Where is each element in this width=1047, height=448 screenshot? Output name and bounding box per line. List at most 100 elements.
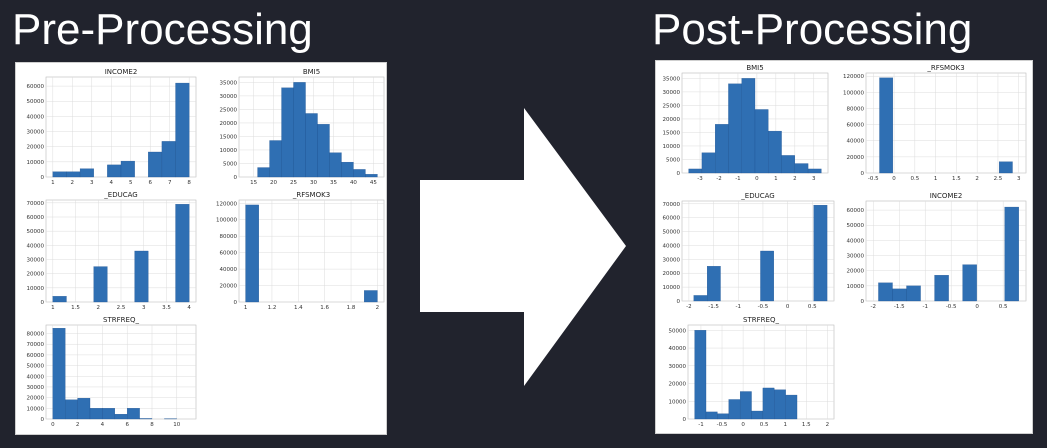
pre-bmi5-x-tick-label: 40 bbox=[350, 180, 357, 186]
post-bmi5-y-tick-label: 30000 bbox=[663, 90, 681, 96]
pre-income2-bar bbox=[120, 160, 135, 178]
pre-rfsmok3-y-tick-label: 20000 bbox=[220, 284, 238, 290]
pre-educag-x-tick-label: 3 bbox=[142, 305, 146, 311]
pre-rfsmok3-y-tick-label: 120000 bbox=[216, 201, 237, 207]
pre-educag-bar bbox=[175, 204, 190, 303]
post-bmi5-y-tick-label: 25000 bbox=[663, 103, 681, 109]
pre-bmi5-bar bbox=[365, 174, 378, 178]
pre-strfreq-x-tick-label: 4 bbox=[101, 422, 105, 428]
pre-strfreq-title: STRFREQ_ bbox=[103, 316, 139, 324]
post-educag-x-tick-label: -1.5 bbox=[708, 304, 719, 310]
post-bmi5-x-tick-label: 1 bbox=[774, 176, 778, 182]
post-bmi5-bar bbox=[781, 155, 795, 174]
post-bmi5-bar bbox=[754, 109, 769, 174]
pre-income2-x-tick-label: 6 bbox=[148, 180, 152, 186]
pre-educag-bar bbox=[52, 296, 67, 303]
pre-rfsmok3-bar bbox=[364, 290, 378, 303]
pre-educag-x-tick-label: 2 bbox=[97, 305, 101, 311]
pre-strfreq-y-tick-label: 10000 bbox=[27, 406, 45, 412]
post-bmi5-x-tick-label: -1 bbox=[735, 176, 740, 182]
pre-bmi5-y-tick-label: 30000 bbox=[220, 94, 238, 100]
pre-strfreq-y-tick-label: 40000 bbox=[27, 374, 45, 380]
pre-educag-y-tick-label: 0 bbox=[41, 300, 45, 306]
pre-rfsmok3-x-tick-label: 1 bbox=[244, 305, 248, 311]
pre-educag-title: _EDUCAG bbox=[103, 191, 137, 199]
pre-income2-y-tick-label: 10000 bbox=[27, 160, 45, 166]
pre-educag-y-tick-label: 10000 bbox=[27, 286, 45, 292]
post-educag-x-tick-label: -1 bbox=[736, 304, 741, 310]
pre-strfreq-y-tick-label: 70000 bbox=[27, 342, 45, 348]
pre-processing-heading: Pre-Processing bbox=[12, 5, 313, 54]
post-educag-bar bbox=[707, 266, 721, 302]
post-income2-y-tick-label: 30000 bbox=[847, 254, 865, 260]
pre-income2-title: INCOME2 bbox=[105, 68, 138, 76]
pre-rfsmok3-y-tick-label: 100000 bbox=[216, 218, 237, 224]
pre-income2-x-tick-label: 7 bbox=[168, 180, 172, 186]
pre-bmi5-bar bbox=[317, 124, 330, 178]
pre-strfreq-y-tick-label: 60000 bbox=[27, 353, 45, 359]
pre-strfreq-y-tick-label: 0 bbox=[41, 417, 45, 423]
post-income2-bar bbox=[906, 285, 921, 302]
post-bmi5-y-tick-label: 0 bbox=[677, 171, 681, 177]
post-income2-x-tick-label: 0 bbox=[975, 304, 979, 310]
pre-income2-y-tick-label: 40000 bbox=[27, 114, 45, 120]
post-bmi5-x-tick-label: -3 bbox=[697, 176, 703, 182]
post-strfreq-title: STRFREQ_ bbox=[743, 316, 779, 324]
post-income2-bar bbox=[1004, 206, 1019, 302]
pre-educag-y-tick-label: 50000 bbox=[27, 229, 45, 235]
pre-income2-y-tick-label: 0 bbox=[41, 175, 45, 181]
pre-strfreq-bar bbox=[127, 408, 140, 420]
post-strfreq-y-tick-label: 50000 bbox=[669, 328, 687, 334]
post-strfreq-x-tick-label: 1.5 bbox=[802, 422, 811, 428]
pre-income2-bar bbox=[79, 168, 94, 178]
post-strfreq-y-tick-label: 30000 bbox=[669, 364, 687, 370]
post-bmi5-bar bbox=[701, 152, 716, 174]
post-income2-bar bbox=[962, 264, 977, 302]
post-rfsmok3-x-tick-label: 1.5 bbox=[952, 176, 961, 182]
post-rfsmok3-y-tick-label: 120000 bbox=[843, 74, 864, 80]
pre-educag-y-tick-label: 40000 bbox=[27, 243, 45, 249]
post-rfsmok3-bar bbox=[879, 77, 893, 174]
post-bmi5-y-tick-label: 20000 bbox=[663, 117, 681, 123]
post-strfreq-x-tick-label: -0.5 bbox=[717, 422, 728, 428]
right-arrow-shape bbox=[420, 108, 626, 386]
pre-educag-x-tick-label: 1.5 bbox=[71, 305, 80, 311]
post-strfreq-bar bbox=[762, 387, 775, 420]
pre-bmi5-y-tick-label: 35000 bbox=[220, 80, 238, 86]
pre-educag-x-tick-label: 3.5 bbox=[162, 305, 171, 311]
pre-rfsmok3-histogram: _RFSMOK3 0 20000 40000 60000 80000 100000 12000… bbox=[216, 191, 385, 311]
post-rfsmok3-x-tick-label: 0 bbox=[892, 176, 896, 182]
pre-strfreq-bar bbox=[139, 418, 153, 420]
pre-income2-y-tick-label: 20000 bbox=[27, 145, 45, 151]
pre-strfreq-x-tick-label: 6 bbox=[125, 422, 129, 428]
post-income2-x-tick-label: -1 bbox=[922, 304, 927, 310]
pre-educag-bar bbox=[134, 250, 149, 303]
pre-rfsmok3-y-tick-label: 0 bbox=[234, 300, 238, 306]
pre-bmi5-y-tick-label: 20000 bbox=[220, 121, 238, 127]
post-educag-plot-area bbox=[681, 200, 835, 302]
post-strfreq-bar bbox=[705, 411, 718, 420]
post-bmi5-bar bbox=[728, 83, 742, 174]
post-strfreq-bar bbox=[739, 391, 752, 420]
post-bmi5-x-tick-label: -2 bbox=[716, 176, 721, 182]
post-rfsmok3-y-tick-label: 80000 bbox=[847, 106, 865, 112]
post-income2-bar bbox=[892, 288, 907, 302]
post-bmi5-y-tick-label: 10000 bbox=[663, 144, 681, 150]
post-educag-y-tick-label: 10000 bbox=[663, 285, 681, 291]
post-bmi5-histogram: BMI5 0 5000 10000 15000 20000 25000 30000 35000 -… bbox=[663, 64, 829, 182]
post-bmi5-bar bbox=[688, 168, 703, 174]
pre-income2-x-tick-label: 1 bbox=[51, 180, 55, 186]
pre-strfreq-x-tick-label: 10 bbox=[173, 422, 180, 428]
pre-educag-x-tick-label: 2.5 bbox=[117, 305, 126, 311]
post-bmi5-y-tick-label: 35000 bbox=[663, 76, 681, 82]
pre-income2-y-tick-label: 50000 bbox=[27, 99, 45, 105]
post-bmi5-x-tick-label: 3 bbox=[812, 176, 816, 182]
post-income2-title: INCOME2 bbox=[930, 192, 963, 200]
post-rfsmok3-x-tick-label: 0.5 bbox=[910, 176, 919, 182]
post-strfreq-histogram: STRFREQ_ 0 10000 20000 30000 40000 50000 -1 -0.5… bbox=[669, 316, 835, 428]
pre-income2-x-tick-label: 4 bbox=[110, 180, 114, 186]
pre-educag-x-tick-label: 1 bbox=[51, 305, 55, 311]
pre-strfreq-x-tick-label: 2 bbox=[76, 422, 80, 428]
post-income2-y-tick-label: 60000 bbox=[847, 208, 865, 214]
post-strfreq-y-tick-label: 40000 bbox=[669, 346, 687, 352]
